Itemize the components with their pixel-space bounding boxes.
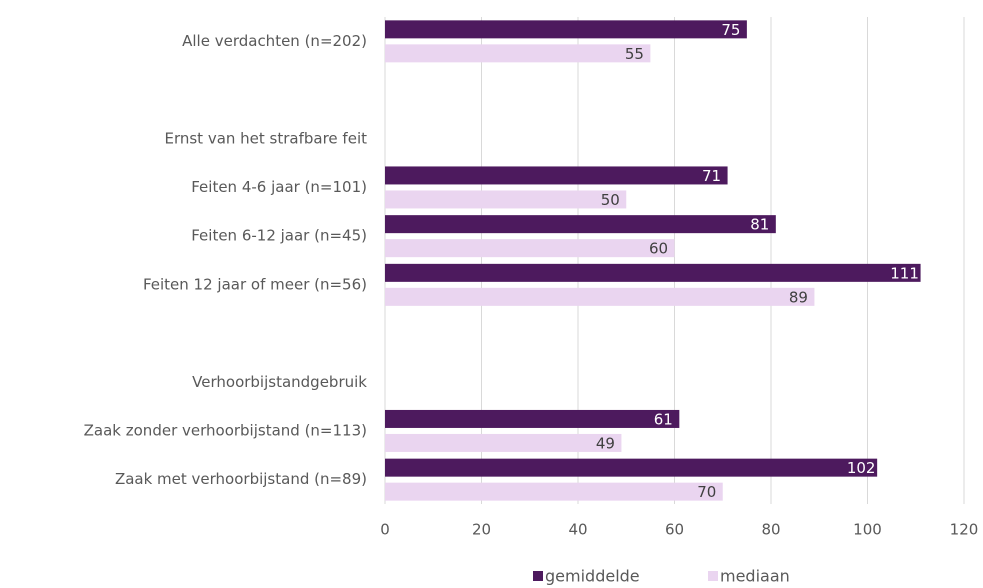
y-tick-label: Feiten 4-6 jaar (n=101) xyxy=(191,178,367,196)
legend-label: gemiddelde xyxy=(545,567,640,586)
legend-label: mediaan xyxy=(720,567,790,586)
y-tick-label: Feiten 12 jaar of meer (n=56) xyxy=(143,275,367,293)
y-tick-label: Verhoorbijstandgebruik xyxy=(192,373,367,391)
bar xyxy=(385,458,878,477)
data-label: 81 xyxy=(750,216,769,234)
bar xyxy=(385,409,680,428)
data-label: 71 xyxy=(702,167,721,185)
data-label: 70 xyxy=(697,483,716,501)
x-tick-label: 100 xyxy=(853,521,882,539)
data-label: 102 xyxy=(847,459,876,477)
bar xyxy=(385,20,747,39)
data-label: 111 xyxy=(890,264,919,282)
bar xyxy=(385,482,723,501)
bar xyxy=(385,215,776,234)
x-tick-label: 20 xyxy=(472,521,491,539)
y-tick-label: Ernst van het strafbare feit xyxy=(164,129,367,147)
legend-swatch xyxy=(533,571,543,581)
data-label: 89 xyxy=(789,288,808,306)
data-label: 61 xyxy=(654,410,673,428)
bar xyxy=(385,239,675,258)
data-label: 55 xyxy=(625,45,644,63)
x-tick-label: 60 xyxy=(665,521,684,539)
data-label: 50 xyxy=(601,191,620,209)
legend-swatch xyxy=(708,571,718,581)
bar xyxy=(385,433,622,452)
y-tick-label: Feiten 6-12 jaar (n=45) xyxy=(191,227,367,245)
x-tick-label: 40 xyxy=(568,521,587,539)
data-label: 60 xyxy=(649,240,668,258)
bar xyxy=(385,263,921,282)
bar xyxy=(385,166,728,185)
bar xyxy=(385,190,627,209)
y-tick-label: Alle verdachten (n=202) xyxy=(182,32,367,50)
x-tick-label: 80 xyxy=(761,521,780,539)
x-tick-label: 0 xyxy=(380,521,390,539)
y-tick-label: Zaak zonder verhoorbijstand (n=113) xyxy=(84,421,367,439)
data-label: 75 xyxy=(721,21,740,39)
x-tick-label: 120 xyxy=(950,521,979,539)
bar xyxy=(385,44,651,63)
data-label: 49 xyxy=(596,434,615,452)
y-tick-label: Zaak met verhoorbijstand (n=89) xyxy=(115,470,367,488)
bar xyxy=(385,287,815,306)
